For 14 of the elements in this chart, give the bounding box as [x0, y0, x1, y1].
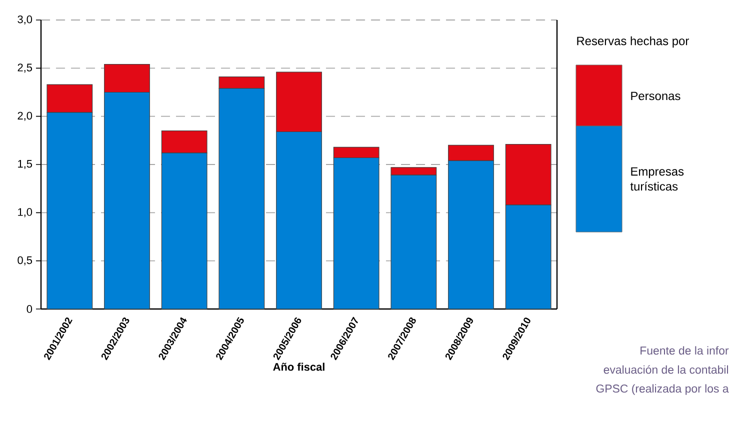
text: GPSC (realizada por los a — [596, 384, 729, 395]
y-tick-label: 2,0 — [18, 112, 32, 121]
text: Empresas turísticas — [630, 167, 684, 191]
source-note: Fuente de la infor — [640, 346, 729, 355]
text: evaluación de la contabil — [604, 365, 728, 374]
y-tick-label: 2,5 — [18, 64, 32, 73]
y-tick-label: 1,5 — [18, 160, 32, 169]
legend-title: Reservas hechas por — [577, 36, 689, 48]
y-tick-label: 1,0 — [18, 208, 32, 218]
y-tick-label: 0 — [26, 305, 32, 313]
x-axis-title: Año fiscal — [273, 362, 324, 371]
text: Personas — [631, 92, 680, 100]
y-tick-label: 3,0 — [18, 15, 32, 25]
y-tick-label: 0,5 — [18, 256, 32, 266]
